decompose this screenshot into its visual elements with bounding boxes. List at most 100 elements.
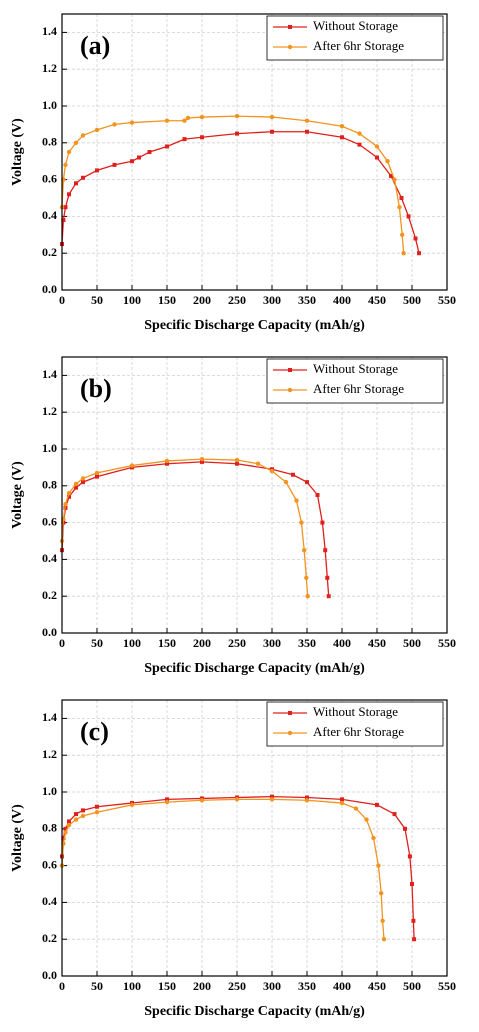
plot-frame	[61, 699, 448, 977]
y-tick-label: 1.2	[42, 747, 57, 761]
y-tick-label: 1.2	[42, 61, 57, 75]
x-tick-label: 50	[91, 293, 103, 307]
data-point	[67, 494, 71, 499]
y-tick-label: 0.4	[42, 551, 57, 565]
y-tick-label: 0.4	[42, 894, 57, 908]
data-point	[403, 826, 407, 831]
data-point	[270, 129, 274, 134]
x-tick-label: 0	[59, 293, 65, 307]
data-point	[73, 140, 79, 145]
data-point	[80, 813, 86, 819]
data-point	[67, 819, 71, 824]
data-point	[407, 854, 412, 859]
data-point	[129, 120, 135, 125]
data-point	[235, 461, 239, 466]
annotation: (b)	[80, 374, 112, 403]
x-tick-label: 400	[333, 636, 351, 650]
data-point	[357, 142, 362, 147]
data-point	[95, 168, 99, 173]
data-point	[80, 476, 86, 481]
legend: Without Storage After 6hr Storage	[266, 701, 444, 747]
data-point	[66, 822, 72, 828]
data-point	[185, 115, 191, 121]
data-point	[61, 836, 66, 840]
plot-frame	[61, 13, 448, 291]
data-point	[305, 795, 309, 800]
data-point	[392, 177, 397, 182]
data-point	[364, 817, 369, 822]
data-point	[164, 458, 170, 464]
data-point	[417, 251, 421, 256]
data-point	[165, 144, 169, 149]
data-point	[182, 118, 187, 123]
x-tick-label: 550	[438, 636, 456, 650]
plot-frame	[61, 356, 448, 634]
y-tick-label: 1.4	[42, 710, 57, 724]
data-point	[304, 118, 310, 123]
data-point	[323, 548, 328, 553]
data-point	[200, 459, 204, 464]
data-point	[74, 485, 78, 490]
x-tick-label: 300	[263, 636, 281, 650]
panel: 0 50 100 150 200 250 300 350 400 450 500 550 0.0 0.2 0…	[10, 13, 456, 333]
x-tick-label: 550	[438, 293, 456, 307]
legend-marker	[288, 25, 292, 29]
data-point	[164, 799, 170, 805]
y-tick-label: 0.8	[42, 478, 57, 492]
legend-marker	[287, 44, 293, 50]
x-tick-label: 150	[158, 636, 176, 650]
x-axis-label: Specific Discharge Capacity (mAh/g)	[144, 318, 365, 333]
data-point	[371, 835, 376, 841]
y-tick-label: 0.6	[42, 514, 57, 528]
data-point	[374, 144, 380, 149]
data-point	[165, 797, 169, 802]
data-point	[234, 457, 240, 463]
x-tick-label: 50	[91, 979, 103, 993]
data-point	[63, 502, 68, 507]
x-tick-label: 450	[368, 979, 386, 993]
legend-marker	[287, 730, 293, 736]
data-point	[340, 797, 344, 802]
data-point	[94, 810, 100, 815]
annotation: (c)	[80, 717, 109, 746]
data-point	[340, 135, 344, 140]
data-point	[61, 218, 66, 223]
y-tick-label: 1.2	[42, 404, 57, 418]
x-tick-label: 500	[403, 293, 421, 307]
data-point	[94, 127, 100, 133]
y-tick-label: 1.4	[42, 24, 57, 38]
x-tick-label: 300	[263, 293, 281, 307]
x-tick-label: 550	[438, 979, 456, 993]
data-point	[325, 575, 330, 580]
panel: 0 50 100 150 200 250 300 350 400 450 500 550 0.0 0.2 0…	[10, 356, 456, 676]
data-point	[411, 918, 416, 923]
data-point	[66, 490, 72, 496]
data-point	[406, 214, 411, 219]
data-point	[379, 891, 384, 896]
data-point	[410, 882, 414, 886]
data-point	[302, 548, 307, 553]
data-point	[389, 173, 393, 178]
data-point	[94, 470, 100, 476]
data-point	[199, 114, 205, 120]
x-tick-label: 350	[298, 293, 316, 307]
y-tick-label: 0.0	[42, 625, 57, 639]
y-tick-label: 1.4	[42, 367, 57, 381]
data-point	[234, 113, 240, 119]
data-point	[129, 463, 135, 468]
x-tick-label: 250	[228, 636, 246, 650]
data-point	[283, 479, 289, 485]
data-point	[73, 817, 79, 822]
data-point	[269, 468, 275, 474]
x-tick-label: 450	[368, 636, 386, 650]
data-point	[357, 131, 362, 136]
x-tick-label: 200	[193, 636, 211, 650]
data-point	[81, 175, 85, 180]
x-tick-label: 250	[228, 293, 246, 307]
data-point	[234, 797, 240, 802]
data-point	[270, 794, 274, 799]
x-tick-label: 0	[59, 636, 65, 650]
x-tick-label: 50	[91, 636, 103, 650]
legend-label: Without Storage	[313, 704, 398, 719]
